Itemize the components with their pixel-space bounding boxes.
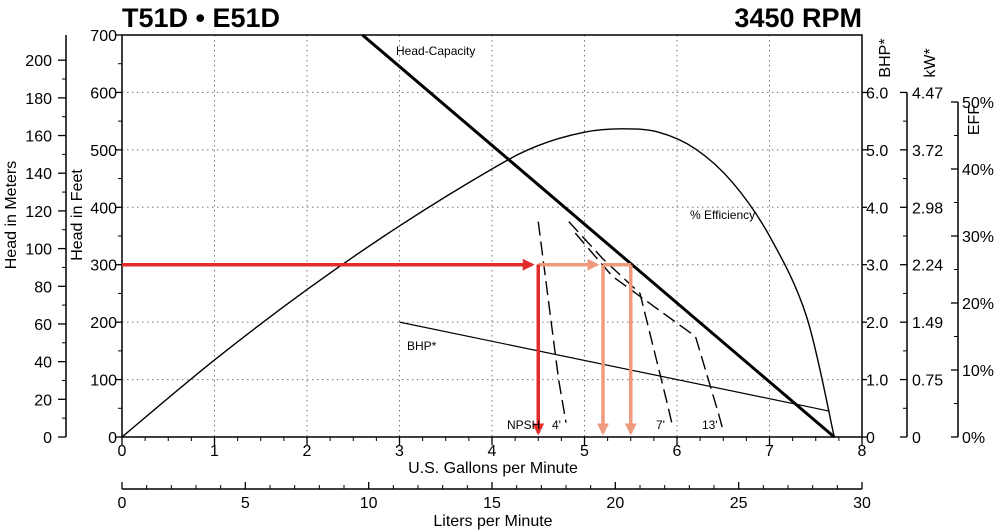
x-axis-title: U.S. Gallons per Minute xyxy=(408,460,578,477)
series-layer xyxy=(121,33,836,439)
x-tick-label: 4 xyxy=(488,443,497,460)
y-meters-tick-label: 40 xyxy=(34,355,52,372)
y-kw-tick-label: 1.49 xyxy=(912,315,943,332)
y-bhp-title: BHP* xyxy=(877,38,894,77)
y-feet-title: Head in Feet xyxy=(69,169,86,261)
y-eff-title: EFF xyxy=(966,105,983,135)
y-bhp-tick-label: 1.0 xyxy=(866,373,888,390)
y-meters-tick-label: 0 xyxy=(43,430,52,447)
x2-tick-label: 5 xyxy=(241,495,250,512)
y-kw-tick-label: 2.24 xyxy=(912,258,943,275)
operating-point-arrows xyxy=(122,258,637,436)
x-tick-label: 7 xyxy=(765,443,774,460)
y-bhp-tick-label: 6.0 xyxy=(866,85,888,102)
x-tick-label: 8 xyxy=(858,443,867,460)
y-eff-tick-label: 10% xyxy=(962,363,994,380)
series-npsh-7 xyxy=(568,221,674,426)
y-meters-tick-label: 60 xyxy=(34,317,52,334)
grid xyxy=(122,35,862,437)
label-npsh: NPSH xyxy=(507,418,540,432)
series-efficiency xyxy=(121,128,835,438)
y-bhp-tick-label: 0 xyxy=(866,430,875,447)
x-tick-label: 6 xyxy=(673,443,682,460)
y-feet-tick-label: 100 xyxy=(90,373,117,390)
y-feet-tick-label: 700 xyxy=(90,28,117,45)
x2-tick-label: 0 xyxy=(118,495,127,512)
y-feet-tick-label: 600 xyxy=(90,85,117,102)
label-efficiency: % Efficiency xyxy=(690,208,755,222)
chart-title-left: T51D • E51D xyxy=(122,3,280,33)
y-bhp-tick-label: 5.0 xyxy=(866,143,888,160)
y-kw-tick-label: 2.98 xyxy=(912,200,943,217)
x-tick-label: 3 xyxy=(395,443,404,460)
series-npsh-4 xyxy=(537,221,567,423)
y-meters-tick-label: 180 xyxy=(25,91,52,108)
y-eff-tick-label: 50% xyxy=(962,95,994,112)
x-tick-label: 5 xyxy=(580,443,589,460)
y-eff-tick-label: 0% xyxy=(962,430,985,447)
y-kw-title: kW* xyxy=(922,48,939,77)
y-feet-tick-label: 0 xyxy=(108,430,117,447)
label-bhp: BHP* xyxy=(407,339,437,353)
y-meters-tick-label: 100 xyxy=(25,242,52,259)
x2-tick-label: 20 xyxy=(606,495,624,512)
annotation-layer: Head-Capacity % Efficiency BHP* NPSH 4' … xyxy=(396,44,755,432)
x-tick-label: 1 xyxy=(210,443,219,460)
label-npsh-4: 4' xyxy=(552,418,561,432)
y-meters-title: Head in Meters xyxy=(3,161,20,270)
y-meters-tick-label: 160 xyxy=(25,129,52,146)
y-meters-tick-label: 20 xyxy=(34,392,52,409)
y-bhp-tick-label: 2.0 xyxy=(866,315,888,332)
chart-title-right: 3450 RPM xyxy=(734,3,862,33)
x2-tick-label: 15 xyxy=(483,495,501,512)
label-npsh-13: 13' xyxy=(702,418,718,432)
x2-tick-label: 25 xyxy=(730,495,748,512)
y-eff-tick-label: 30% xyxy=(962,229,994,246)
series-head-capacity xyxy=(361,33,836,439)
y-kw-tick-label: 4.47 xyxy=(912,85,943,102)
y-meters-tick-label: 140 xyxy=(25,166,52,183)
y-meters-tick-label: 120 xyxy=(25,204,52,221)
x2-tick-label: 10 xyxy=(360,495,378,512)
x2-axis-title: Liters per Minute xyxy=(433,513,552,530)
axes: 0 1 2 3 4 5 6 7 80 5 10 15 20 25 300100200300400500600… xyxy=(25,28,994,512)
series-npsh-13 xyxy=(574,232,724,432)
y-meters-tick-label: 80 xyxy=(34,279,52,296)
y-feet-tick-label: 300 xyxy=(90,258,117,275)
y-eff-tick-label: 20% xyxy=(962,296,994,313)
x2-tick-label: 30 xyxy=(853,495,871,512)
x-tick-label: 2 xyxy=(303,443,312,460)
y-meters-tick-label: 200 xyxy=(25,53,52,70)
series-bhp xyxy=(399,321,830,412)
x-tick-label: 0 xyxy=(118,443,127,460)
y-kw-tick-label: 3.72 xyxy=(912,143,943,160)
y-bhp-tick-label: 3.0 xyxy=(866,258,888,275)
label-npsh-7: 7' xyxy=(656,418,665,432)
y-bhp-tick-label: 4.0 xyxy=(866,200,888,217)
label-head-capacity: Head-Capacity xyxy=(396,44,475,58)
y-kw-tick-label: 0.75 xyxy=(912,373,943,390)
y-feet-tick-label: 200 xyxy=(90,315,117,332)
y-feet-tick-label: 500 xyxy=(90,143,117,160)
y-feet-tick-label: 400 xyxy=(90,200,117,217)
y-eff-tick-label: 40% xyxy=(962,162,994,179)
y-kw-tick-label: 0 xyxy=(912,430,921,447)
